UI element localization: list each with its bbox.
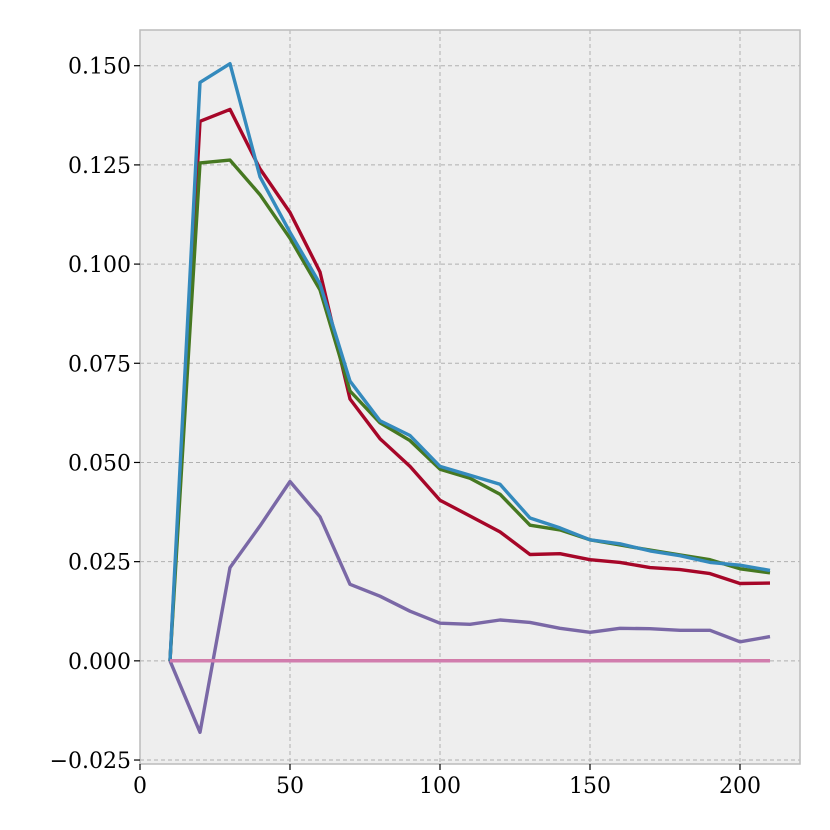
plot-area-background [140, 30, 800, 764]
y-tick-label: 0.100 [68, 253, 131, 278]
axis-tick-labels: 0 50 100 150 200 −0.025 0.000 0.025 0.050 0.075 0.… [50, 55, 761, 799]
y-tick-label: −0.025 [50, 749, 131, 774]
axis-ticks [134, 65, 741, 770]
x-tick-label: 200 [719, 774, 761, 799]
x-tick-label: 50 [276, 774, 304, 799]
series-line-4 [168, 479, 771, 734]
x-tick-label: 150 [569, 774, 611, 799]
x-tick-label: 100 [419, 774, 461, 799]
y-tick-label: 0.150 [68, 55, 131, 80]
y-tick-label: 0.050 [68, 451, 131, 476]
plot-frame [139, 29, 801, 765]
y-tick-label: 0.125 [68, 154, 131, 179]
y-tick-label: 0.000 [68, 650, 131, 675]
x-tick-label: 0 [133, 774, 147, 799]
series-line-3 [168, 62, 771, 661]
y-tick-label: 0.025 [68, 551, 131, 576]
series-line-1 [168, 107, 771, 661]
y-tick-label: 0.075 [68, 352, 131, 377]
series-lines [168, 62, 771, 734]
